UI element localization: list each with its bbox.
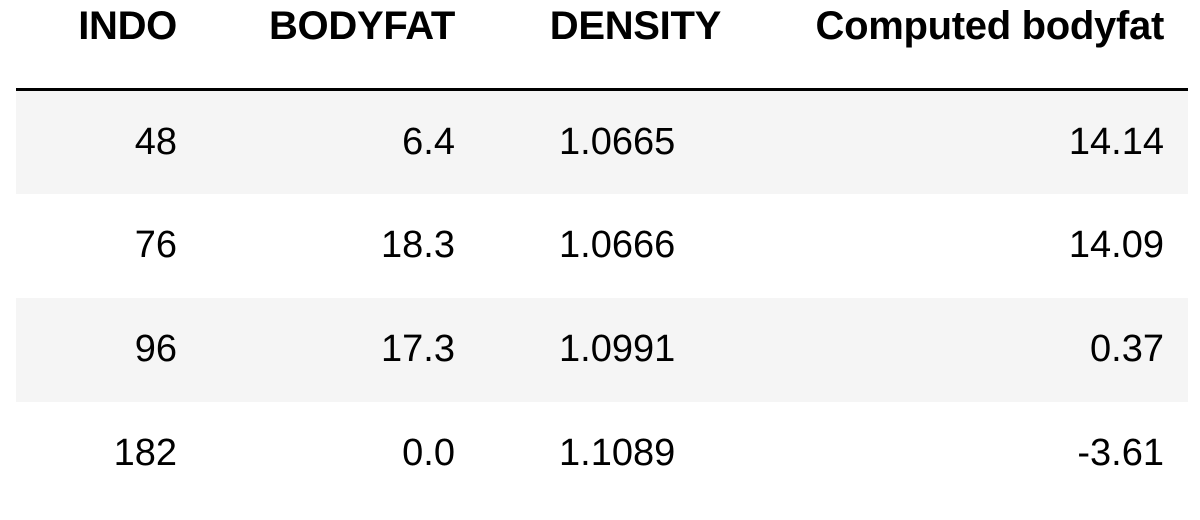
column-header-label: INDO	[78, 4, 177, 48]
column-header-label: BODYFAT	[268, 4, 455, 48]
cell-indo: 96	[16, 297, 177, 402]
cell-bodyfat: 6.4	[177, 89, 455, 194]
table-header: INDO BODYFAT DENSITY Computed bodyfat	[16, 0, 1188, 91]
table-row: 48 6.4 1.0665 14.14	[16, 89, 1188, 194]
header-row: INDO BODYFAT DENSITY Computed bodyfat	[16, 0, 1188, 91]
cell-density: 1.0991	[455, 297, 721, 402]
cell-bodyfat: 18.3	[177, 193, 455, 298]
column-header-computed-bodyfat: Computed bodyfat	[721, 0, 1188, 91]
table-row: 76 18.3 1.0666 14.09	[16, 193, 1188, 298]
cell-indo: 182	[16, 401, 177, 506]
column-header-density: DENSITY	[455, 0, 722, 91]
cell-density-value: 1.0666	[559, 224, 676, 266]
cell-computed-bodyfat: 14.09	[721, 193, 1188, 298]
cell-density-value: 1.1089	[559, 432, 676, 474]
column-header-bodyfat: BODYFAT	[177, 0, 455, 91]
cell-computed-bodyfat: 0.37	[721, 297, 1188, 402]
dataframe-table: INDO BODYFAT DENSITY Computed bodyfat 48…	[16, 0, 1188, 506]
cell-density-value: 1.0665	[559, 120, 676, 163]
cell-indo: 76	[16, 193, 177, 298]
table-body: 48 6.4 1.0665 14.14 76 18.3 1.0666 14.09…	[16, 89, 1188, 506]
column-header-indo: INDO	[16, 0, 177, 91]
cell-bodyfat: 0.0	[177, 401, 455, 506]
cell-computed-bodyfat: 14.14	[721, 89, 1188, 194]
cell-computed-bodyfat: -3.61	[721, 401, 1188, 506]
cell-bodyfat: 17.3	[177, 297, 455, 402]
cell-density-value: 1.0991	[559, 328, 676, 370]
column-header-label: Computed bodyfat	[815, 4, 1164, 48]
cell-indo: 48	[16, 89, 177, 194]
cell-density: 1.0666	[455, 193, 721, 298]
cell-density: 1.0665	[455, 89, 721, 194]
table-row: 96 17.3 1.0991 0.37	[16, 297, 1188, 402]
dataframe-table-container: INDO BODYFAT DENSITY Computed bodyfat 48…	[16, 0, 1188, 506]
table-row: 182 0.0 1.1089 -3.61	[16, 401, 1188, 506]
column-header-label: DENSITY	[549, 4, 722, 48]
cell-density: 1.1089	[455, 401, 721, 506]
